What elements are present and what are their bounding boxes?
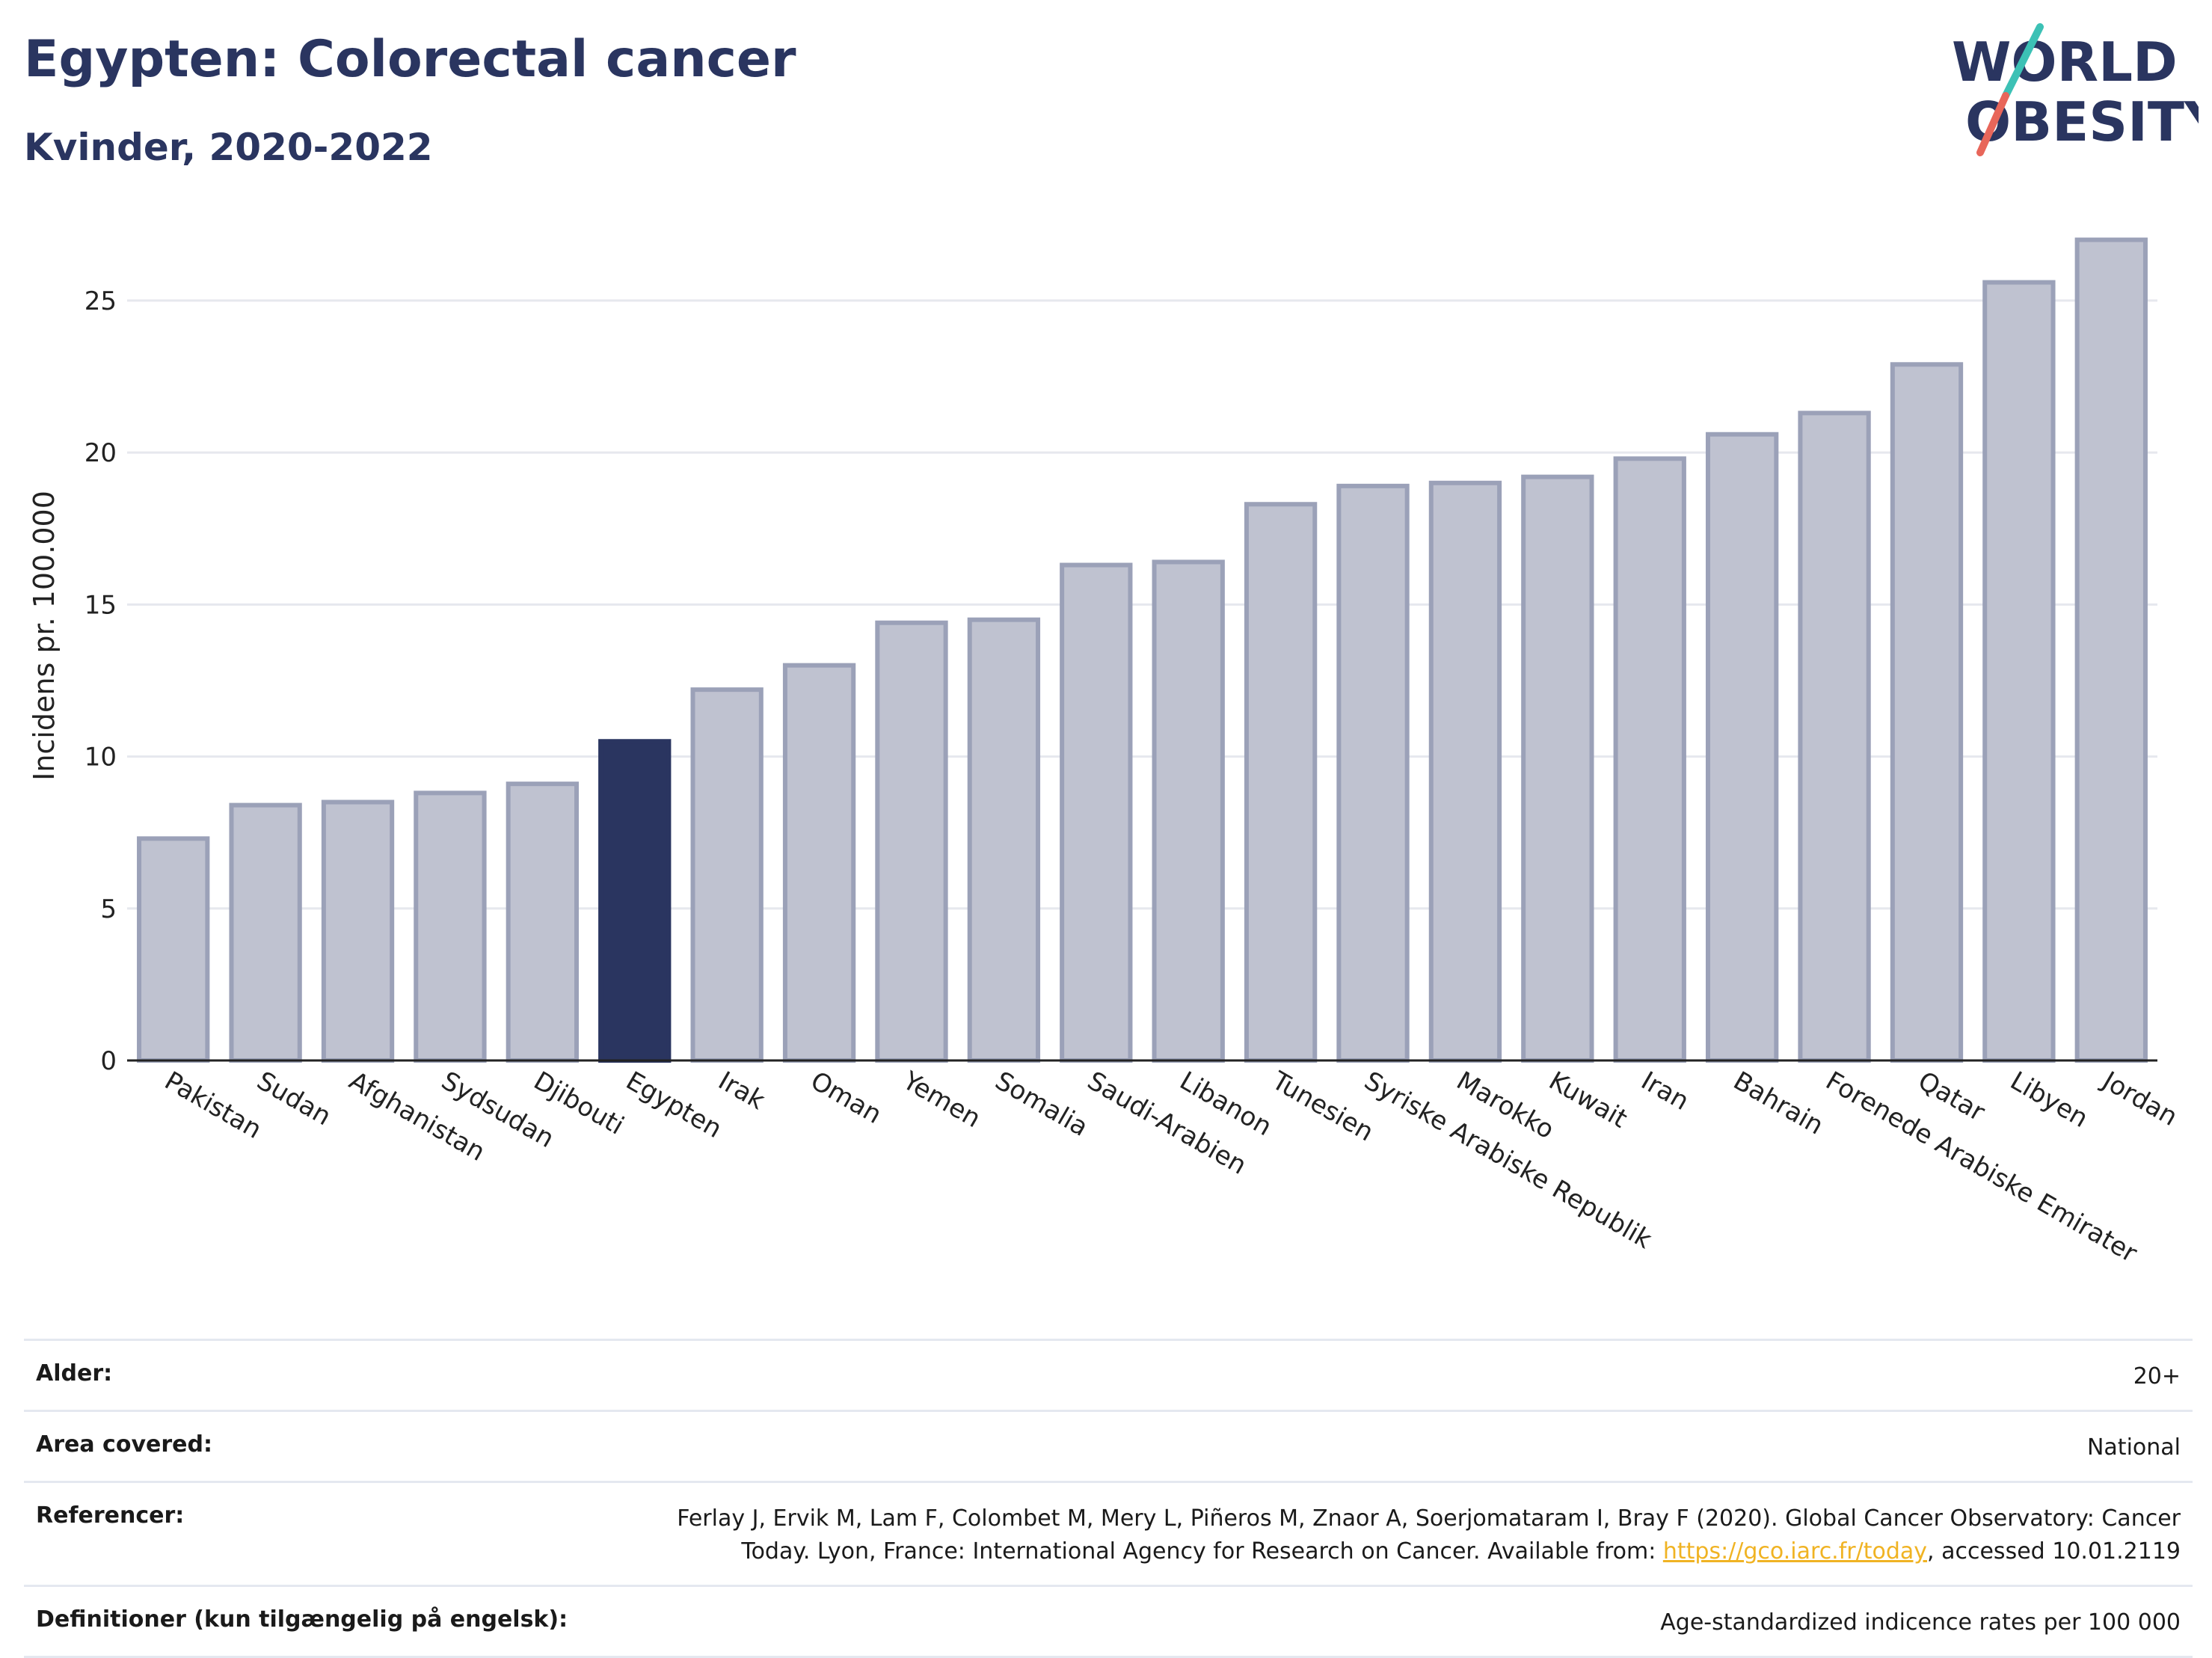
world-obesity-logo: WORLD OBESITY (1952, 23, 2199, 156)
x-tick-label: Irak (713, 1066, 770, 1116)
x-tick-label: Bahrain (1728, 1066, 1828, 1140)
y-axis-title: Incidens pr. 100.000 (28, 491, 61, 781)
info-row-references: Referencer: Ferlay J, Ervik M, Lam F, Co… (24, 1481, 2193, 1585)
bar (690, 687, 764, 1063)
y-tick-label: 20 (85, 438, 117, 468)
reference-link[interactable]: https://gco.iarc.fr/today (1662, 1538, 1928, 1565)
info-row-definitions: Definitioner (kun tilgængelig på engelsk… (24, 1585, 2193, 1658)
bar (1705, 432, 1779, 1063)
bar (1336, 483, 1410, 1063)
bar (321, 799, 395, 1063)
logo-slash-top (2002, 23, 2044, 99)
reference-accessed: , accessed 10.01.2119 (1927, 1538, 2181, 1565)
chart-title: Egypten: Colorectal cancer (24, 30, 796, 89)
x-tick-label: Egypten (621, 1066, 727, 1144)
bar (1060, 562, 1133, 1063)
bar (1244, 502, 1318, 1063)
x-tick-label: Yemen (897, 1066, 986, 1134)
bar (229, 802, 302, 1063)
x-tick-label: Tunesien (1266, 1066, 1378, 1148)
x-tick-label: Kuwait (1543, 1066, 1632, 1134)
info-value: Age-standardized indicence rates per 100… (1660, 1609, 2181, 1636)
bar (1521, 474, 1594, 1063)
info-value: National (2086, 1434, 2181, 1461)
bar (875, 620, 948, 1063)
info-label: Definitioner (kun tilgængelig på engelsk… (36, 1606, 568, 1633)
y-tick-label: 15 (85, 590, 117, 620)
bar (967, 617, 1041, 1063)
info-label: Referencer: (36, 1502, 185, 1529)
bar (1428, 480, 1502, 1063)
x-tick-label: Pakistan (159, 1066, 266, 1145)
bar-highlight (598, 739, 672, 1063)
logo-line-1: WORLD (1952, 31, 2178, 93)
logo-slash-bottom (1976, 92, 2009, 156)
x-tick-label: Somalia (990, 1066, 1093, 1143)
info-value: Ferlay J, Ervik M, Lam F, Colombet M, Me… (648, 1502, 2181, 1568)
x-tick-label: Iran (1636, 1066, 1694, 1117)
bar (782, 663, 856, 1063)
x-tick-label: Libyen (2005, 1066, 2092, 1134)
x-tick-label: Oman (805, 1066, 887, 1130)
x-tick-label: Jordan (2096, 1065, 2182, 1132)
bar (137, 836, 210, 1063)
y-axis-ticks: 0 5 10 15 20 25 (85, 286, 117, 1076)
info-label: Area covered: (36, 1431, 212, 1458)
y-tick-label: 5 (100, 894, 117, 924)
info-value: 20+ (2133, 1363, 2181, 1390)
bar (1152, 559, 1225, 1063)
bar (1982, 280, 2056, 1063)
reference-text: Ferlay J, Ervik M, Lam F, Colombet M, Me… (677, 1505, 2181, 1565)
bar (414, 790, 487, 1063)
info-label: Alder: (36, 1360, 113, 1387)
y-tick-label: 10 (85, 743, 117, 773)
bar (1613, 456, 1686, 1063)
info-table: Alder: 20+ Area covered: National Refere… (24, 1339, 2193, 1658)
y-tick-label: 0 (100, 1046, 117, 1076)
bar (506, 782, 580, 1063)
bar (2074, 237, 2148, 1063)
x-tick-label: Saudi-Arabien (1082, 1066, 1251, 1181)
info-row-age: Alder: 20+ (24, 1339, 2193, 1410)
bar (1890, 362, 1964, 1063)
chart-subtitle: Kvinder, 2020-2022 (24, 126, 433, 169)
bar (1798, 411, 1871, 1063)
info-row-area: Area covered: National (24, 1410, 2193, 1481)
bars (137, 237, 2148, 1063)
y-tick-label: 25 (85, 286, 117, 316)
